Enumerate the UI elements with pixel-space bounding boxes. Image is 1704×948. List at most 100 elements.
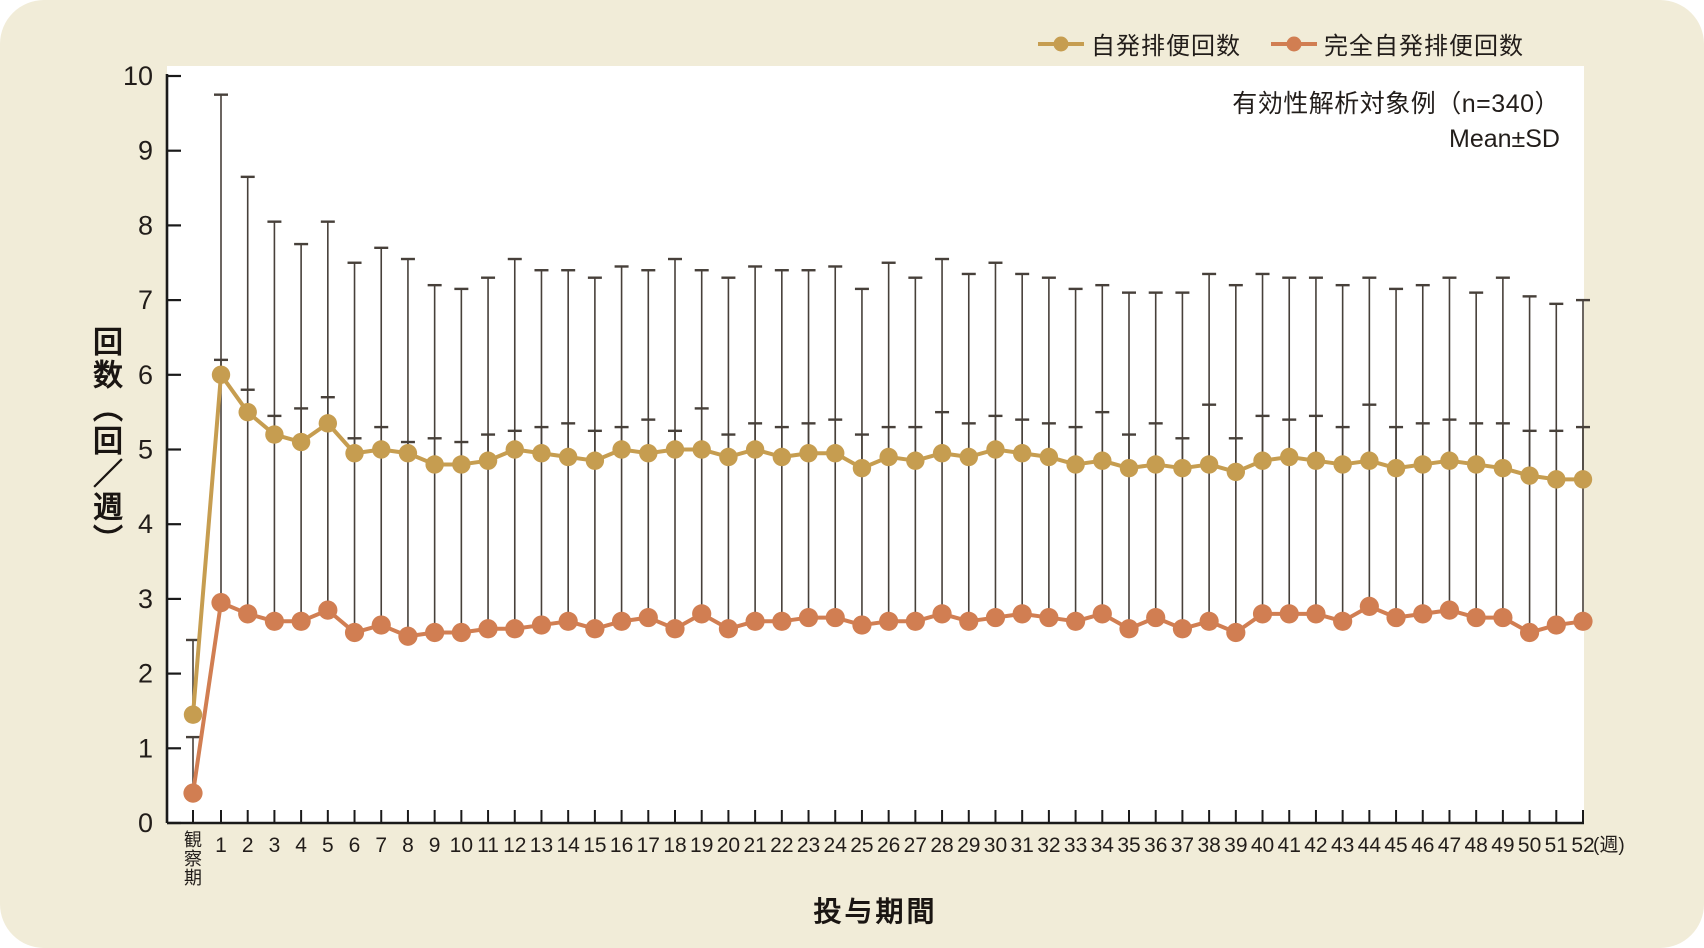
series1-point: [318, 414, 338, 433]
x-tick-label: 14: [556, 834, 580, 857]
series1-point: [639, 444, 658, 463]
series1-point: [183, 705, 203, 724]
series2-point: [692, 604, 712, 624]
x-tick-label: 39: [1224, 834, 1247, 857]
series1-point: [932, 444, 952, 463]
series1-point: [1173, 458, 1192, 478]
x-tick-label: 16: [610, 834, 633, 857]
series2-point: [1092, 604, 1112, 624]
series2-point: [211, 593, 231, 613]
series2-point: [718, 619, 739, 639]
x-tick-label: 28: [930, 834, 953, 857]
series2-point: [1333, 611, 1353, 631]
x-tick-label: 38: [1197, 834, 1220, 857]
series1-point: [1413, 455, 1432, 474]
x-tick-label: 11: [477, 834, 499, 857]
x-tick-label: 18: [663, 834, 686, 857]
series1-point: [345, 444, 364, 463]
y-tick-label: 9: [138, 136, 153, 166]
x-axis-unit-label: (週): [1593, 834, 1625, 856]
x-tick-label: 7: [375, 834, 387, 857]
series1-point: [799, 444, 818, 463]
series2-point: [478, 619, 498, 639]
series1-point: [425, 455, 444, 474]
series2-point: [505, 619, 525, 639]
y-tick-label: 8: [138, 210, 153, 240]
y-tick-label: 2: [138, 659, 153, 689]
x-tick-label: 8: [402, 834, 414, 857]
series2-point: [291, 611, 311, 631]
series2-point: [531, 615, 552, 635]
x-tick-label: 21: [743, 834, 766, 857]
x-tick-label: 25: [850, 834, 873, 857]
series1-point: [1520, 466, 1539, 485]
x-tick-label: 24: [824, 834, 848, 857]
x-axis-title: 投与期間: [813, 896, 938, 927]
series2-point: [798, 607, 819, 628]
series1-point: [1066, 455, 1085, 474]
x-tick-label: 20: [717, 834, 740, 857]
series2-point: [852, 615, 872, 635]
legend-item-complete-spontaneous: 完全自発排便回数: [1271, 26, 1524, 61]
analysis-annotation: 有効性解析対象例（n=340） Mean±SD: [1232, 84, 1560, 154]
series1-point: [745, 440, 765, 459]
x-tick-label: 49: [1491, 834, 1514, 857]
series1-point: [532, 444, 551, 463]
series2-point: [1546, 615, 1566, 635]
x-tick-label: 46: [1411, 834, 1434, 857]
series2-point: [183, 783, 203, 803]
series2-point: [1039, 607, 1059, 628]
series2-point: [318, 600, 338, 620]
series1-point: [372, 440, 391, 459]
series1-point: [1226, 462, 1246, 482]
x-tick-label: 26: [877, 834, 900, 857]
series2-point: [1146, 607, 1166, 628]
series1-point: [665, 440, 685, 459]
series2-point: [558, 611, 578, 631]
series2-point: [611, 611, 632, 631]
mean-sd-text: Mean±SD: [1449, 125, 1560, 153]
series1-point: [986, 440, 1005, 459]
series2-point: [745, 611, 765, 631]
series1-line-dot-icon: [1038, 36, 1084, 51]
series1-point: [719, 447, 738, 467]
y-tick-label: 6: [138, 360, 153, 390]
y-tick-label: 5: [138, 435, 153, 465]
x-tick-label: 40: [1251, 834, 1274, 857]
x-tick-label: 9: [429, 834, 441, 857]
series2-point: [1573, 611, 1593, 631]
series1-point: [1146, 455, 1165, 474]
series2-point: [1279, 604, 1299, 624]
series1-point: [505, 440, 524, 459]
x-tick-label: 23: [797, 834, 820, 857]
x-tick-label: 12: [503, 834, 526, 857]
x-tick-label: 29: [957, 834, 980, 857]
series2-point: [772, 611, 792, 631]
x-tick-label: 48: [1464, 834, 1487, 857]
series1-point: [1280, 447, 1299, 467]
series2-point: [1359, 596, 1379, 616]
series1-point: [1306, 451, 1326, 470]
series1-point: [826, 444, 845, 463]
x-tick-label: 10: [450, 834, 473, 857]
series1-point: [1333, 455, 1352, 474]
series2-point: [932, 604, 952, 624]
series1-point: [1547, 470, 1566, 489]
series2-point: [1439, 600, 1460, 620]
series1-point: [1493, 458, 1513, 478]
y-tick-label: 4: [138, 509, 153, 539]
series2-point: [959, 611, 979, 631]
series2-point: [425, 622, 445, 643]
series2-point: [1252, 604, 1273, 624]
series2-point: [451, 622, 471, 643]
series2-point: [1466, 607, 1486, 628]
series2-point: [264, 611, 285, 631]
x-tick-label: 2: [242, 834, 254, 857]
series1-point: [1360, 451, 1379, 470]
x-tick-label: 51: [1545, 834, 1568, 857]
x-tick-label: 1: [215, 834, 227, 857]
x-tick-label: 34: [1091, 834, 1115, 857]
series1-point: [265, 425, 284, 444]
series1-point: [1039, 447, 1059, 467]
